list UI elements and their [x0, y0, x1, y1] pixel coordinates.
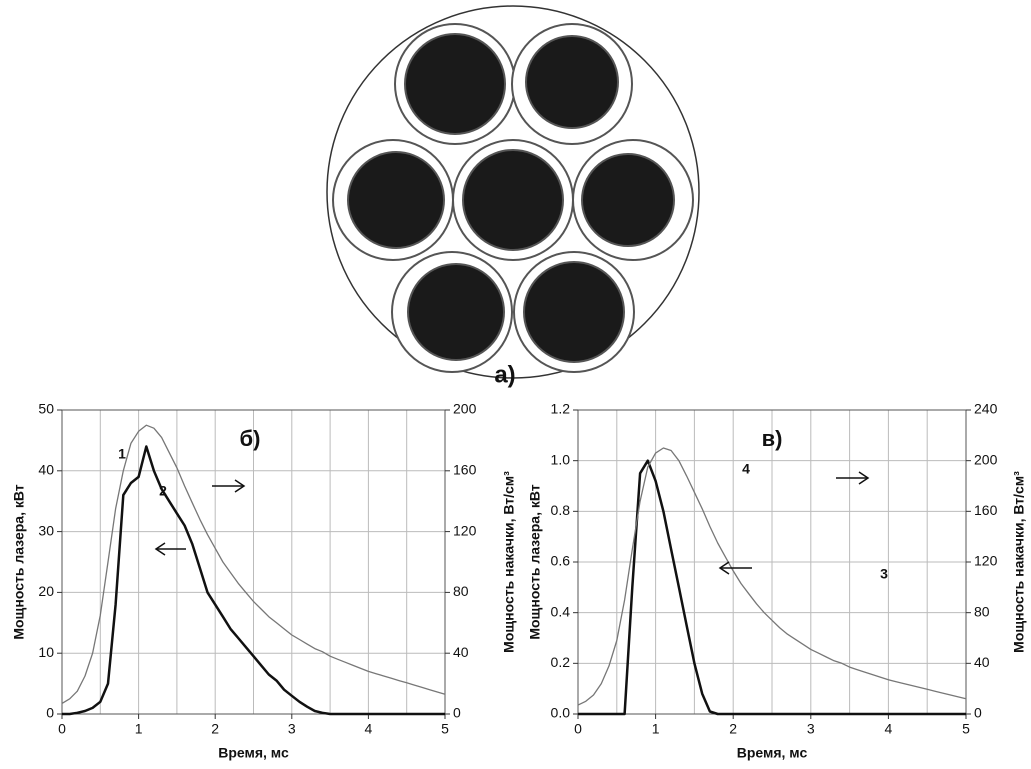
x-tick-label: 2	[211, 721, 219, 737]
arrow-head	[718, 561, 730, 575]
y-tick-label: 10	[38, 644, 54, 660]
y-tick-label: 0	[46, 705, 54, 721]
y2-tick-label: 120	[453, 522, 477, 538]
y-tick-label: 40	[38, 462, 54, 478]
y2-axis-label: Мощность накачки, Вт/см³	[1011, 471, 1027, 653]
y2-axis-label: Мощность накачки, Вт/см³	[501, 471, 517, 653]
curve-label: 4	[742, 461, 750, 477]
y2-tick-label: 200	[974, 451, 998, 467]
arrow-head	[858, 471, 870, 485]
x-tick-label: 4	[885, 721, 893, 737]
y2-tick-label: 160	[974, 502, 998, 518]
y-tick-label: 30	[38, 522, 54, 538]
curve-label: 1	[118, 446, 126, 462]
y-axis-label: Мощность лазера, кВт	[527, 484, 543, 639]
x-tick-label: 3	[807, 721, 815, 737]
x-tick-label: 1	[652, 721, 660, 737]
series-line	[62, 445, 445, 716]
series-line	[61, 424, 446, 704]
y-axis-label: Мощность лазера, кВт	[11, 484, 27, 639]
x-tick-label: 5	[962, 721, 970, 737]
y2-tick-label: 160	[453, 462, 477, 478]
y-tick-label: 1.0	[551, 451, 571, 467]
y2-tick-label: 40	[974, 654, 990, 670]
x-tick-label: 5	[441, 721, 449, 737]
y2-tick-label: 0	[453, 705, 461, 721]
y2-tick-label: 240	[974, 401, 998, 417]
series-line	[577, 447, 967, 706]
y2-tick-label: 80	[453, 583, 469, 599]
photo-label: а)	[494, 361, 515, 388]
x-tick-label: 2	[729, 721, 737, 737]
y-tick-label: 0.6	[551, 553, 571, 569]
y-tick-label: 50	[38, 401, 54, 417]
photo: а)	[326, 5, 700, 388]
y-tick-label: 20	[38, 583, 54, 599]
y-tick-label: 1.2	[551, 401, 571, 417]
curve-label: 2	[159, 483, 167, 499]
y-tick-label: 0.0	[551, 705, 571, 721]
x-tick-label: 3	[288, 721, 296, 737]
y2-tick-label: 0	[974, 705, 982, 721]
x-tick-label: 4	[365, 721, 373, 737]
y2-tick-label: 40	[453, 644, 469, 660]
y-tick-label: 0.2	[551, 654, 571, 670]
arrow-head	[154, 542, 166, 556]
plot-frame	[61, 409, 446, 715]
y-tick-label: 0.8	[551, 502, 571, 518]
x-tick-label: 1	[135, 721, 143, 737]
x-axis-label: Время, мс	[218, 745, 289, 761]
y2-tick-label: 80	[974, 603, 990, 619]
arrow-head	[234, 479, 246, 493]
curve-label: 3	[880, 566, 888, 582]
panel-label: б)	[240, 426, 261, 451]
y2-tick-label: 120	[974, 553, 998, 569]
x-tick-label: 0	[58, 721, 66, 737]
y-tick-label: 0.4	[551, 603, 571, 619]
x-tick-label: 0	[574, 721, 582, 737]
x-axis-label: Время, мс	[737, 745, 808, 761]
panel-label: в)	[762, 426, 783, 451]
y2-tick-label: 200	[453, 401, 477, 417]
series-line	[578, 459, 966, 716]
